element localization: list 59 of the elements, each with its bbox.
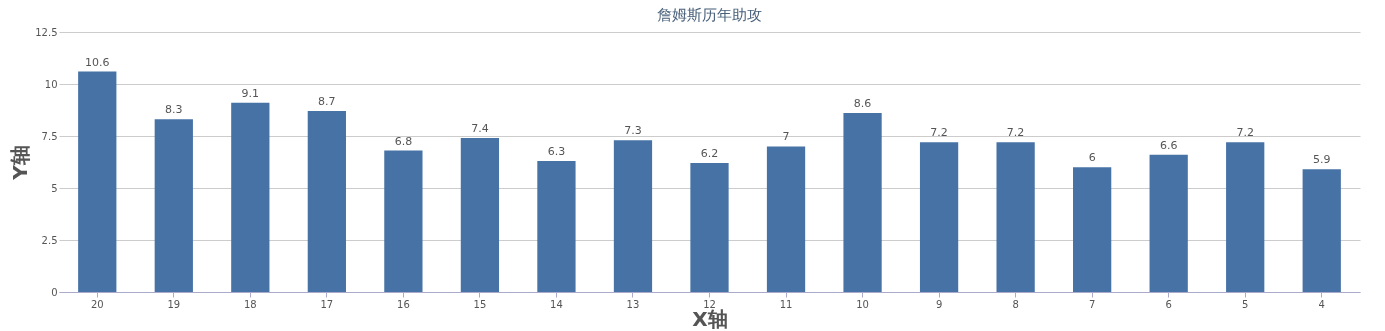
data-label: 8.6 (853, 97, 872, 111)
x-tick-label: 18 (243, 298, 257, 310)
bar (996, 142, 1035, 292)
chart-title: 詹姆斯历年助攻 (657, 6, 762, 24)
bar (537, 160, 576, 292)
data-label: 6.2 (700, 147, 719, 161)
bar (307, 111, 346, 292)
data-label: 7.2 (1236, 126, 1254, 140)
data-label: 7.2 (930, 126, 948, 140)
data-label: 6.3 (547, 144, 566, 158)
x-tick-label: 6 (1165, 298, 1172, 310)
x-tick-label: 11 (779, 298, 793, 310)
bar (384, 150, 423, 292)
bar (919, 142, 959, 292)
x-tick-label: 13 (626, 298, 640, 310)
bar (1302, 169, 1341, 292)
bar (613, 140, 653, 292)
data-label: 6 (1088, 151, 1096, 165)
data-label: 7.3 (624, 124, 642, 138)
bar (843, 113, 882, 292)
y-tick-label: 0 (51, 286, 58, 298)
x-tick-label: 12 (703, 298, 716, 310)
x-tick-label: 16 (397, 298, 410, 310)
x-tick-label: 7 (1088, 298, 1096, 310)
data-label: 5.9 (1312, 153, 1331, 167)
y-axis-title: Y轴 (8, 145, 33, 181)
bar (690, 163, 729, 292)
x-tick-label: 15 (473, 298, 487, 310)
y-tick-label: 12.5 (35, 26, 58, 38)
bar (1226, 142, 1265, 292)
x-tick-label: 9 (935, 298, 943, 310)
y-tick-label: 5 (51, 182, 58, 194)
data-label: 8.3 (165, 103, 183, 117)
x-tick-label: 10 (856, 298, 869, 310)
y-tick-label: 2.5 (41, 234, 58, 246)
bar (766, 146, 806, 292)
bar (154, 119, 193, 292)
bar (231, 102, 270, 292)
bar (1149, 154, 1188, 292)
x-tick-label: 5 (1242, 298, 1249, 310)
y-tick-label: 7.5 (41, 130, 58, 142)
x-tick-label: 20 (90, 298, 104, 310)
data-label: 6.8 (394, 134, 413, 148)
data-label: 10.6 (85, 55, 110, 69)
x-tick-label: 14 (550, 298, 563, 310)
data-label: 6.6 (1159, 138, 1178, 152)
x-tick-label: 17 (320, 298, 334, 310)
data-label: 7 (782, 130, 790, 144)
y-tick-label: 10 (44, 78, 58, 90)
data-label: 8.7 (318, 95, 336, 109)
data-label: 9.1 (241, 86, 260, 100)
bar (460, 138, 500, 292)
data-label: 7.2 (1006, 126, 1025, 140)
x-tick-label: 8 (1012, 298, 1019, 310)
bar (78, 71, 117, 292)
bar (1073, 167, 1112, 292)
x-tick-label: 19 (167, 298, 181, 310)
x-tick-label: 4 (1318, 298, 1325, 310)
data-label: 7.4 (471, 122, 489, 136)
